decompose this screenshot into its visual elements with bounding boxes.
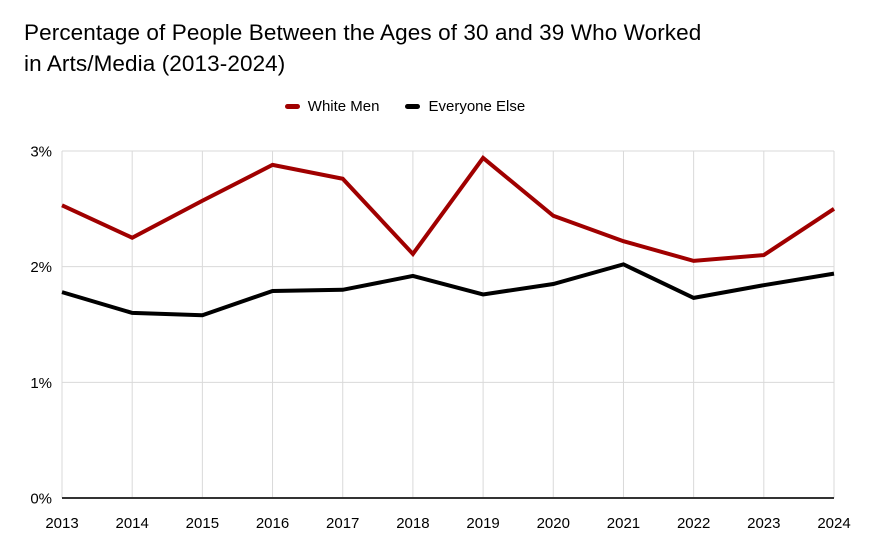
- chart-title-line-1: Percentage of People Between the Ages of…: [24, 20, 702, 45]
- x-axis-label: 2019: [466, 515, 499, 532]
- chart-title-line-2: in Arts/Media (2013-2024): [24, 51, 286, 76]
- x-axis-label: 2018: [396, 515, 429, 532]
- legend-item-white-men: White Men: [284, 98, 380, 115]
- y-axis-label: 3%: [30, 144, 52, 161]
- legend-marker-everyone-else: [405, 104, 421, 109]
- legend-marker-white-men: [284, 104, 300, 109]
- x-axis-label: 2015: [186, 515, 219, 532]
- chart-title: Percentage of People Between the Ages of…: [24, 17, 701, 79]
- legend-label-everyone-else: Everyone Else: [428, 98, 526, 115]
- x-axis-label: 2022: [677, 515, 710, 532]
- legend-item-everyone-else: Everyone Else: [405, 98, 525, 115]
- x-axis-label: 2017: [326, 515, 359, 532]
- x-axis-label: 2023: [747, 515, 780, 532]
- x-axis-label: 2013: [45, 515, 78, 532]
- legend-label-white-men: White Men: [307, 98, 380, 115]
- y-axis-label: 0%: [30, 491, 52, 508]
- chart-legend: White Men Everyone Else: [0, 98, 810, 115]
- x-axis-label: 2016: [256, 515, 289, 532]
- x-axis-label: 2014: [115, 515, 148, 532]
- y-axis-label: 1%: [30, 375, 52, 392]
- line-chart-svg: 2013 2014 2015 2016 2017 2018 2019 2020 2021 2022…: [30, 144, 850, 533]
- x-axis-label: 2020: [537, 515, 570, 532]
- x-axis-label: 2021: [607, 515, 640, 532]
- x-axis-label: 2024: [817, 515, 850, 532]
- series-line-white-men: [61, 155, 836, 263]
- series-line-everyone-else: [61, 262, 835, 318]
- y-axis-label: 2%: [30, 259, 52, 276]
